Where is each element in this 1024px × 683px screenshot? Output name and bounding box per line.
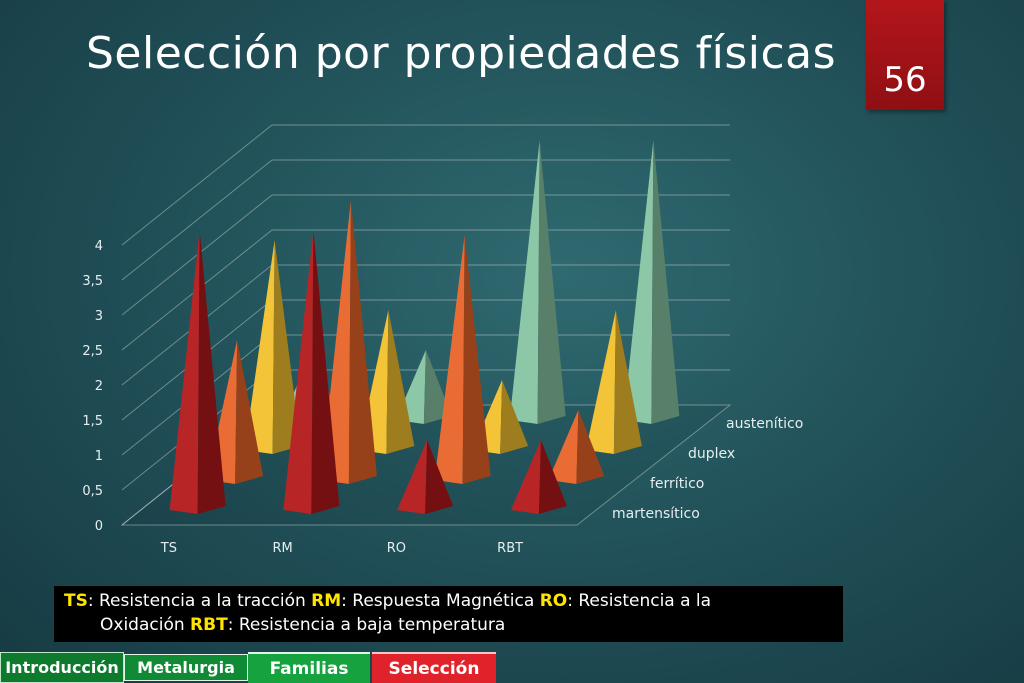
legend-abbr-rbt: RBT [190, 615, 228, 635]
legend-line-2: Oxidación RBT: Resistencia a baja temper… [64, 613, 833, 637]
bar-face [500, 380, 529, 454]
bar-face [537, 140, 566, 424]
bar-martensítico-RO [397, 440, 454, 514]
series-labels: martensítico ferrítico duplex austenítico [612, 416, 803, 522]
abbreviation-legend: TS: Resistencia a la tracción RM: Respue… [54, 586, 843, 642]
bar-martensítico-RM [283, 230, 340, 514]
bar-ferrítico-RO [434, 235, 491, 484]
y-axis-ticks: 0 0,5 1 1,5 2 2,5 3 3,5 4 [82, 239, 103, 534]
x-axis-ticks: TS RM RO RBT [160, 541, 523, 556]
bar-face [244, 240, 275, 454]
bar-duplex-TS [244, 240, 301, 454]
legend-line-1: TS: Resistencia a la tracción RM: Respue… [64, 589, 833, 613]
legend-text-rm: : Respuesta Magnética [341, 591, 540, 611]
bar-face [576, 410, 605, 484]
bar-face [548, 410, 579, 484]
bar-face [585, 310, 616, 454]
legend-abbr-ro: RO [539, 591, 568, 611]
legend-abbr-ts: TS [64, 591, 88, 611]
legend-text-ro-cont: Oxidación [100, 615, 191, 635]
bar-face [311, 230, 340, 514]
bar-face [272, 240, 301, 454]
series-label: ferrítico [650, 476, 704, 492]
y-tick-label: 2 [95, 379, 103, 394]
bar-face [509, 140, 540, 424]
slide-title: Selección por propiedades físicas [86, 28, 837, 79]
x-tick-label: TS [160, 541, 177, 556]
y-tick-label: 1,5 [82, 414, 103, 429]
bar-face [235, 340, 264, 484]
bar-face [348, 200, 377, 484]
series-label: martensítico [612, 506, 700, 522]
bar-face [613, 310, 642, 454]
bar-face [434, 235, 465, 484]
legend-text-ro: : Resistencia a la [567, 591, 712, 611]
pyramid-chart: 0 0,5 1 1,5 2 2,5 3 3,5 4 TS RM RO RBT martensítico… [82, 124, 803, 556]
legend-text-ts: : Resistencia a la tracción [87, 591, 312, 611]
page-number: 56 [883, 60, 927, 100]
bar-martensítico-RBT [510, 440, 567, 514]
bar-martensítico-TS [169, 230, 226, 514]
y-tick-label: 0,5 [82, 484, 103, 499]
bar-face [623, 140, 654, 424]
nav-metalurgia-button[interactable]: Metalurgia [124, 654, 248, 681]
bar-face [538, 440, 567, 514]
bar-duplex-RBT [585, 310, 642, 454]
page-number-badge: 56 [866, 0, 944, 110]
series-label: austenítico [726, 416, 803, 432]
series-label: duplex [688, 446, 735, 462]
x-tick-label: RBT [497, 541, 523, 556]
nav-introduccion-button[interactable]: Introducción [0, 652, 124, 683]
bar-face [462, 235, 491, 484]
bar-face [283, 230, 314, 514]
y-tick-label: 3,5 [82, 274, 103, 289]
bar-ferrítico-RBT [548, 410, 605, 484]
x-tick-label: RO [387, 541, 406, 556]
y-tick-label: 3 [95, 309, 103, 324]
bar-austenítico-RO [509, 140, 566, 424]
nav-seleccion-button[interactable]: Selección [372, 652, 496, 683]
x-tick-label: RM [273, 541, 293, 556]
y-tick-label: 2,5 [82, 344, 103, 359]
bar-face [397, 440, 428, 514]
bar-face [510, 440, 541, 514]
legend-abbr-rm: RM [311, 591, 342, 611]
side-gridline [121, 159, 273, 281]
side-gridline [121, 124, 273, 246]
nav-familias-button[interactable]: Familias [248, 652, 370, 683]
bar-face [197, 230, 226, 514]
bar-face [386, 310, 415, 454]
legend-text-rbt: : Resistencia a baja temperatura [227, 615, 506, 635]
y-tick-label: 0 [95, 519, 103, 534]
chart-bars [169, 140, 680, 514]
bar-face [169, 230, 200, 514]
bar-face [425, 440, 454, 514]
y-tick-label: 4 [95, 239, 103, 254]
bar-austenítico-RBT [623, 140, 680, 424]
y-tick-label: 1 [95, 449, 103, 464]
bar-face [651, 140, 680, 424]
